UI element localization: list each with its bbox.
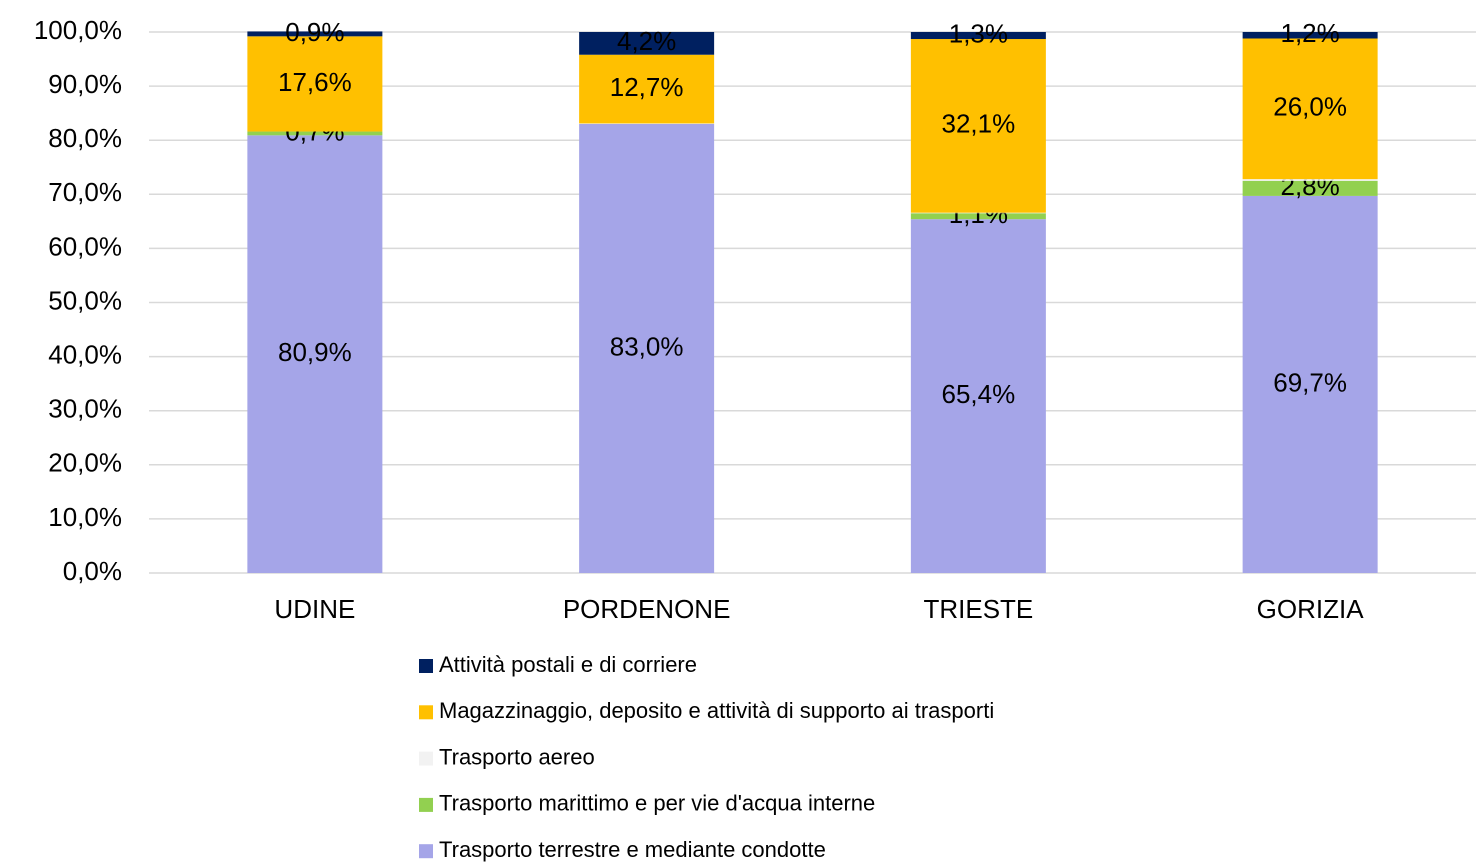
bar-segment (1242, 32, 1378, 39)
bar-segment (579, 54, 715, 124)
data-label: 65,4% (942, 379, 1016, 409)
bar-segment (910, 212, 1046, 214)
x-tick-label: TRIESTE (923, 594, 1033, 624)
y-tick-label: 0,0% (63, 556, 122, 586)
bar-segment (1242, 38, 1378, 180)
y-tick-label: 70,0% (48, 177, 122, 207)
x-tick-label: UDINE (274, 594, 355, 624)
y-tick-label: 20,0% (48, 448, 122, 478)
bar-segment (910, 213, 1046, 220)
x-tick-label: GORIZIA (1257, 594, 1365, 624)
y-tick-label: 10,0% (48, 502, 122, 532)
data-label: 1,2% (1280, 18, 1339, 48)
y-tick-label: 30,0% (48, 394, 122, 424)
legend-label: Trasporto aereo (439, 744, 595, 769)
legend-swatch (419, 659, 433, 673)
bar-segment (247, 36, 383, 132)
y-tick-label: 60,0% (48, 231, 122, 261)
x-tick-label: PORDENONE (563, 594, 731, 624)
y-tick-label: 90,0% (48, 69, 122, 99)
data-label: 4,2% (617, 26, 676, 56)
data-label: 32,1% (942, 109, 1016, 139)
legend-label: Attività postali e di corriere (439, 652, 697, 677)
data-label: 17,6% (278, 67, 352, 97)
bar-segment (247, 131, 383, 136)
legend-label: Magazzinaggio, deposito e attività di su… (439, 698, 994, 723)
bar-segment (1242, 180, 1378, 196)
data-label: 1,3% (949, 18, 1008, 48)
y-tick-label: 80,0% (48, 123, 122, 153)
legend-swatch (419, 751, 433, 766)
data-label: 80,9% (278, 337, 352, 367)
data-label: 12,7% (610, 72, 684, 102)
legend-swatch (419, 844, 433, 859)
bar-segment (579, 123, 715, 124)
legend-label: Trasporto terrestre e mediante condotte (439, 837, 826, 862)
y-tick-label: 40,0% (48, 339, 122, 369)
data-label: 26,0% (1273, 92, 1347, 122)
legend-label: Trasporto marittimo e per vie d'acqua in… (439, 791, 875, 816)
data-label: 0,9% (285, 17, 344, 47)
bar-segment (910, 32, 1046, 40)
y-tick-label: 100,0% (34, 15, 122, 45)
y-tick-label: 50,0% (48, 285, 122, 315)
bar-segment (910, 219, 1046, 573)
bar-segment (1242, 195, 1378, 573)
bar-segment (247, 135, 383, 573)
data-label: 83,0% (610, 331, 684, 361)
bar-segment (579, 32, 715, 55)
bar-segment (579, 123, 715, 573)
bar-segment (1242, 179, 1378, 181)
bar-segment (247, 31, 383, 37)
bar-segment (910, 39, 1046, 213)
data-label: 69,7% (1273, 367, 1347, 397)
legend-swatch (419, 797, 433, 812)
legend-swatch (419, 705, 433, 720)
